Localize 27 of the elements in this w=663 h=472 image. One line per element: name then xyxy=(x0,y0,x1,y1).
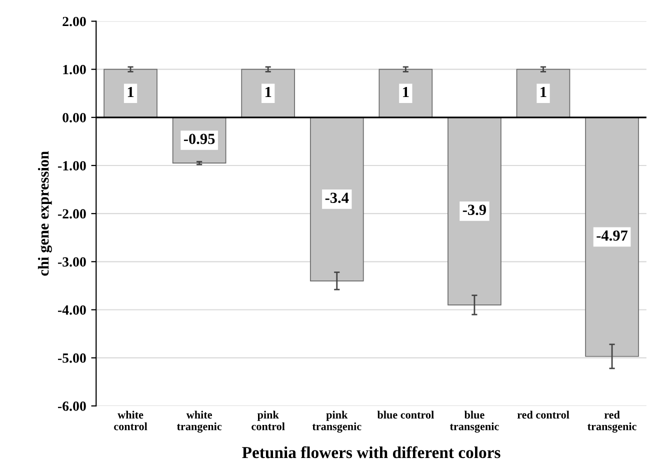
y-tick-label: -6.00 xyxy=(58,402,86,411)
data-label: 1 xyxy=(403,86,409,98)
x-tick-label: white control xyxy=(114,410,148,430)
y-tick-label: -1.00 xyxy=(58,161,86,171)
data-label: -4.97 xyxy=(596,230,628,241)
x-tick-label: pink transgenic xyxy=(312,410,362,433)
y-tick-label: -5.00 xyxy=(58,353,86,363)
x-tick-label: red transgenic xyxy=(588,410,636,433)
x-tick-label: red control xyxy=(517,410,570,419)
y-tick-label: -3.00 xyxy=(58,257,86,267)
y-tick-label: 0.00 xyxy=(62,112,86,122)
y-axis-title: chi gene expression xyxy=(38,151,52,276)
data-label: -0.95 xyxy=(184,134,215,144)
data-label: 1 xyxy=(128,86,134,98)
x-tick-label: blue control xyxy=(377,410,434,419)
y-tick-label: 1.00 xyxy=(63,64,86,74)
data-label: 1 xyxy=(266,86,272,98)
x-tick-label: blue transgenic xyxy=(450,410,499,433)
y-tick-label: -4.00 xyxy=(58,305,86,315)
x-axis-title: Petunia flowers with different colors xyxy=(242,446,500,458)
data-label: -3.9 xyxy=(462,204,486,216)
y-tick-label: -2.00 xyxy=(58,209,86,219)
data-label: 1 xyxy=(540,86,546,98)
x-tick-label: pink control xyxy=(252,410,285,430)
x-tick-label: white trangenic xyxy=(176,410,222,433)
y-tick-label: 2.00 xyxy=(62,16,86,26)
data-label: -3.4 xyxy=(325,192,349,204)
